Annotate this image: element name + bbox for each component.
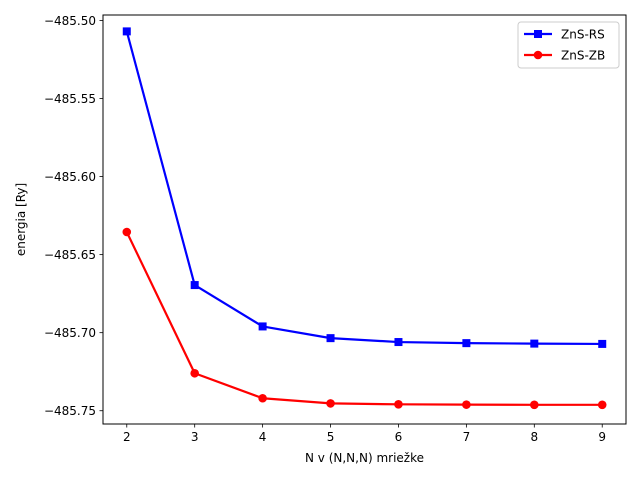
x-tick-label: 6 [395,430,403,444]
data-point [598,339,607,348]
x-tick-label: 2 [123,430,131,444]
legend-label: ZnS-ZB [561,48,605,62]
data-point [122,27,131,36]
data-point [122,227,132,237]
data-point [190,281,199,290]
legend-item: ZnS-RS [524,27,605,41]
data-point [597,400,607,410]
y-tick-label: −485.55 [44,92,96,106]
x-tick-label: 4 [259,430,267,444]
legend-marker [534,30,542,38]
x-tick-label: 8 [530,430,538,444]
x-tick-label: 3 [191,430,199,444]
x-tick-label: 9 [598,430,606,444]
y-tick-label: −485.75 [44,404,96,418]
legend-label: ZnS-RS [561,27,605,41]
y-axis: −485.50 −485.55 −485.60 −485.65 −485.70 −485.… [44,14,103,418]
x-tick-label: 5 [327,430,335,444]
y-tick-label: −485.50 [44,14,96,28]
y-tick-label: −485.60 [44,170,96,184]
plot-frame [102,14,627,425]
series-2 [122,227,607,410]
data-point [258,393,267,403]
data-point [530,400,539,410]
data-point [530,339,539,348]
legend-marker [533,50,543,60]
data-point [462,339,471,348]
series-line [125,31,603,346]
data-point [190,368,199,378]
data-point [326,334,335,343]
x-tick-label: 7 [463,430,471,444]
series-1 [122,27,607,348]
legend-item: ZnS-ZB [524,48,605,62]
y-tick-label: −485.70 [44,326,96,340]
series-layer [122,27,607,410]
legend: ZnS-RS ZnS-ZB [517,21,620,69]
x-axis: 2 3 4 5 6 7 8 9 [123,424,606,444]
data-point [394,338,403,347]
data-point [258,322,267,331]
y-tick-label: −485.65 [44,248,96,262]
y-axis-label: energia [Ry] [14,183,28,256]
series-line [125,231,603,406]
data-point [394,400,403,409]
x-axis-label: N v (N,N,N) mriežke [305,451,424,465]
data-point [326,399,335,408]
data-point [462,400,471,409]
